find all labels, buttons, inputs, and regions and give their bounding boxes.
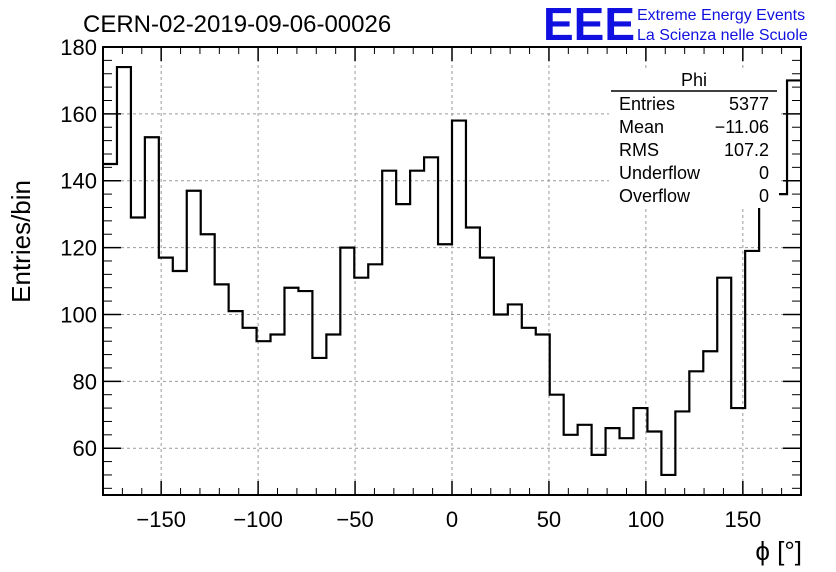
y-tick-label: 120 bbox=[60, 236, 97, 261]
y-tick-label: 160 bbox=[60, 102, 97, 127]
y-axis-label: Entries/bin bbox=[6, 180, 36, 303]
y-tick-label: 80 bbox=[73, 369, 97, 394]
y-tick-label: 60 bbox=[73, 436, 97, 461]
eee-logo-mark: EEE bbox=[543, 0, 635, 50]
logo-line-2: La Scienza nelle Scuole bbox=[637, 27, 808, 44]
stats-label-rms: RMS bbox=[619, 140, 659, 160]
x-tick-label: −100 bbox=[233, 507, 283, 532]
x-tick-labels: −150 −100 −50 0 50 100 150 bbox=[136, 507, 761, 532]
stats-label-mean: Mean bbox=[619, 117, 664, 137]
stats-label-entries: Entries bbox=[619, 94, 675, 114]
stats-label-overflow: Overflow bbox=[619, 186, 691, 206]
y-tick-labels: 60 80 100 120 140 160 180 bbox=[60, 35, 97, 461]
eee-logo: EEE Extreme Energy Events La Scienza nel… bbox=[543, 0, 808, 50]
y-tick-label: 140 bbox=[60, 169, 97, 194]
stats-value-underflow: 0 bbox=[759, 163, 769, 183]
axis-ticks bbox=[102, 46, 802, 495]
stats-value-overflow: 0 bbox=[759, 186, 769, 206]
stats-box: Phi Entries 5377 Mean −11.06 RMS 107.2 U… bbox=[609, 68, 779, 208]
x-tick-label: 150 bbox=[724, 507, 761, 532]
logo-line-1: Extreme Energy Events bbox=[637, 7, 805, 24]
stats-value-rms: 107.2 bbox=[724, 140, 769, 160]
chart-title: CERN-02-2019-09-06-00026 bbox=[83, 11, 391, 38]
x-tick-label: −150 bbox=[136, 507, 186, 532]
x-tick-label: −50 bbox=[336, 507, 373, 532]
x-tick-label: 100 bbox=[628, 507, 665, 532]
x-tick-label: 0 bbox=[446, 507, 458, 532]
stats-value-mean: −11.06 bbox=[715, 117, 769, 137]
x-axis-label: ϕ [°] bbox=[755, 536, 802, 566]
x-tick-label: 50 bbox=[537, 507, 561, 532]
y-tick-label: 180 bbox=[60, 35, 97, 60]
stats-label-underflow: Underflow bbox=[619, 163, 701, 183]
histogram-series-line bbox=[103, 65, 801, 477]
stats-value-entries: 5377 bbox=[729, 94, 769, 114]
y-tick-label: 100 bbox=[60, 302, 97, 327]
stats-box-title: Phi bbox=[681, 70, 707, 90]
